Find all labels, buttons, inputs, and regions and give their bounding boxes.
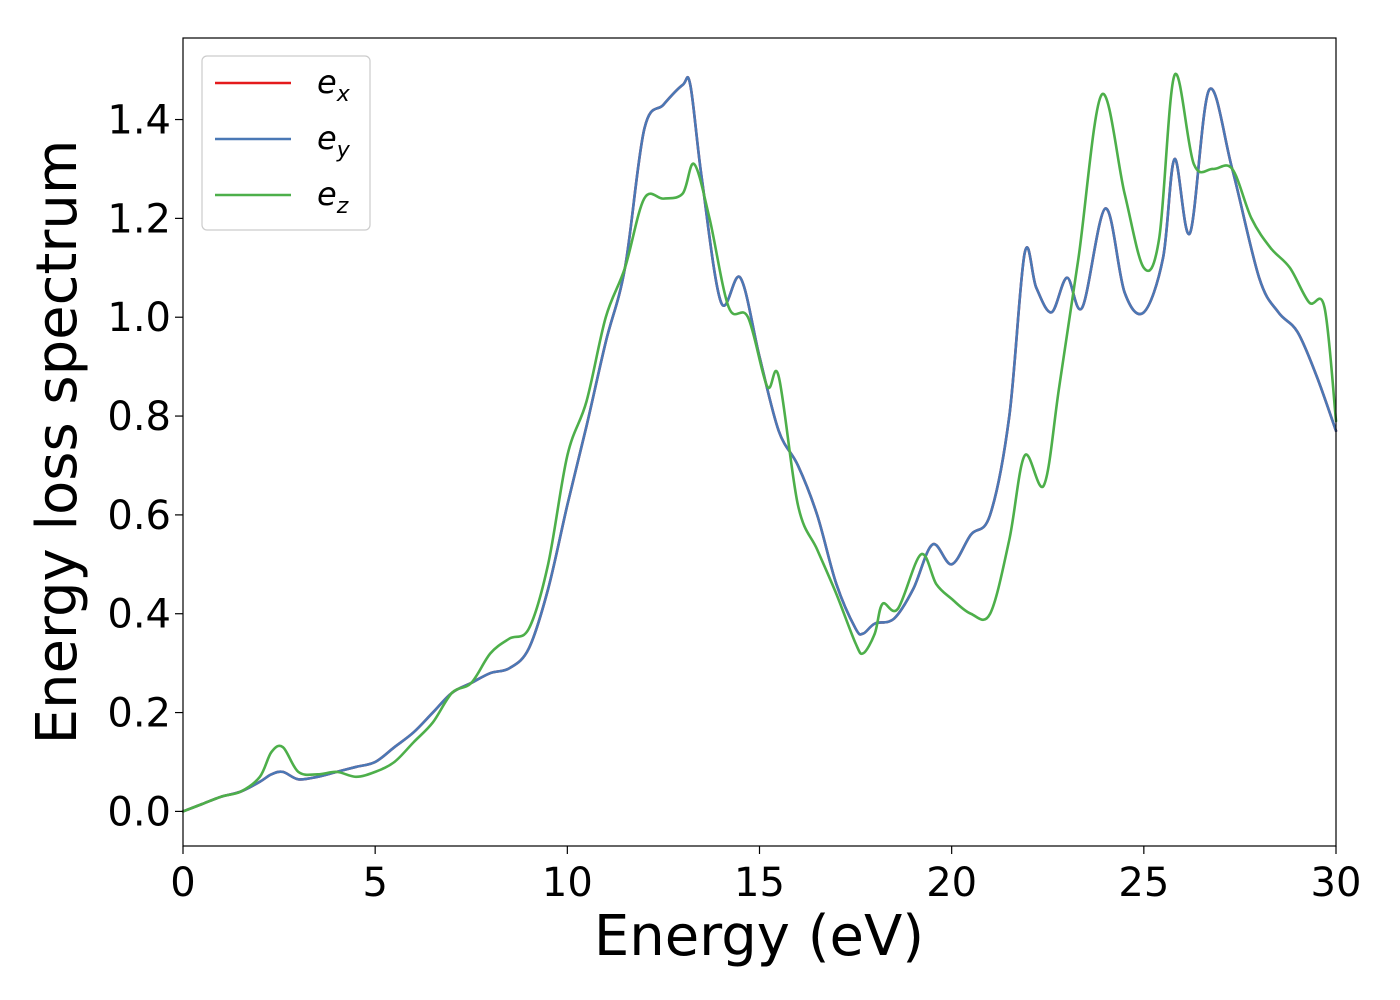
x-tick-label: 5	[362, 860, 387, 906]
x-tick-label: 15	[734, 860, 785, 906]
y-tick-label: 0.4	[107, 592, 171, 638]
x-axis-title: Energy (eV)	[594, 904, 924, 969]
legend-box	[201, 55, 371, 231]
legend-label-subscript: z	[336, 194, 349, 219]
series-layer	[181, 72, 1338, 813]
legend-label-y: ey	[317, 119, 351, 163]
x-tick-label: 25	[1118, 860, 1169, 906]
series-line-y	[181, 75, 1338, 813]
x-tick-label: 20	[926, 860, 977, 906]
y-tick-label: 0.6	[107, 493, 171, 539]
y-tick-label: 1.0	[107, 295, 171, 341]
legend-label-base: e	[317, 119, 337, 157]
y-tick-label: 0.0	[107, 789, 171, 835]
legend-label-base: e	[317, 63, 337, 101]
legend-label-subscript: y	[336, 138, 351, 163]
series-line-z	[181, 72, 1338, 813]
legend-label-base: e	[317, 175, 337, 213]
x-tick-label: 10	[542, 860, 593, 906]
y-tick-label: 1.2	[107, 196, 171, 242]
y-axis-ticks: 0.0 0.2 0.4 0.6 0.8 1.0 1.2 1.4	[107, 98, 183, 835]
plot-area-background	[183, 38, 1336, 846]
x-tick-label: 0	[170, 860, 195, 906]
x-axis-ticks: 0 5 10 15 20 25 30	[170, 846, 1361, 906]
legend-label-x: ex	[317, 63, 351, 107]
legend-label-subscript: x	[336, 82, 351, 107]
y-tick-label: 0.2	[107, 691, 171, 737]
y-axis-title: Energy loss spectrum	[25, 140, 90, 745]
legend-label-z: ez	[317, 175, 349, 219]
x-tick-label: 30	[1311, 860, 1362, 906]
y-tick-label: 0.8	[107, 394, 171, 440]
y-tick-label: 1.4	[107, 98, 171, 144]
